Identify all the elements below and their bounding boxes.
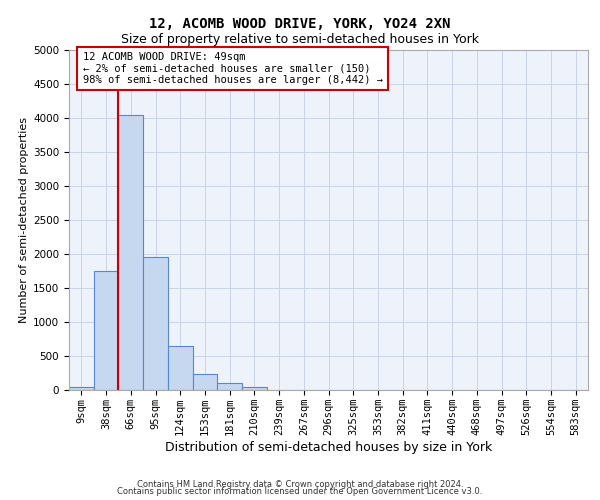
Bar [242,386,267,390]
Text: Contains public sector information licensed under the Open Government Licence v3: Contains public sector information licen… [118,487,482,496]
Text: 12, ACOMB WOOD DRIVE, YORK, YO24 2XN: 12, ACOMB WOOD DRIVE, YORK, YO24 2XN [149,18,451,32]
Bar [217,383,242,390]
Bar [94,271,118,390]
Bar [143,258,168,390]
Y-axis label: Number of semi-detached properties: Number of semi-detached properties [19,117,29,323]
Bar [69,386,94,390]
Bar [168,346,193,390]
Text: 12 ACOMB WOOD DRIVE: 49sqm
← 2% of semi-detached houses are smaller (150)
98% of: 12 ACOMB WOOD DRIVE: 49sqm ← 2% of semi-… [83,52,383,85]
Text: Contains HM Land Registry data © Crown copyright and database right 2024.: Contains HM Land Registry data © Crown c… [137,480,463,489]
Bar [193,374,217,390]
X-axis label: Distribution of semi-detached houses by size in York: Distribution of semi-detached houses by … [165,440,492,454]
Bar [118,114,143,390]
Text: Size of property relative to semi-detached houses in York: Size of property relative to semi-detach… [121,32,479,46]
